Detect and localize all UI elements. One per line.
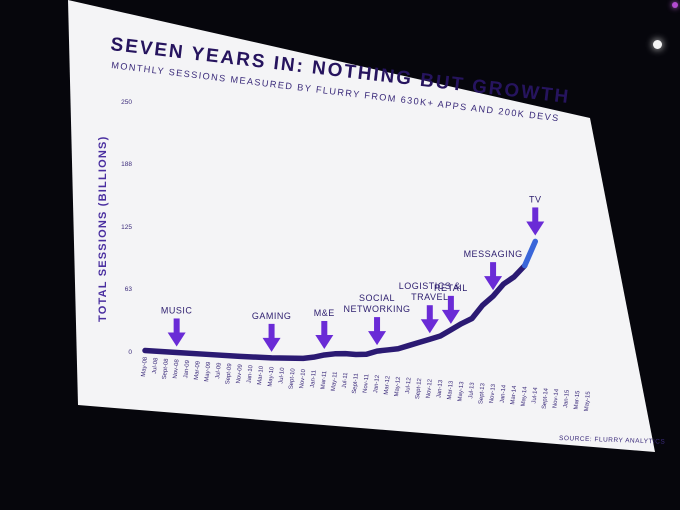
x-tick-label: Jan-09 [183,359,191,379]
x-tick-label: Nov-11 [363,373,371,393]
x-tick-label: Nov-09 [236,363,244,384]
x-tick-label: May-11 [331,371,339,392]
x-tick-label: Jul-11 [342,372,350,389]
x-tick-label: Jan-14 [500,384,508,404]
x-tick-label: Mar-15 [573,390,581,410]
annotation-arrow-head [484,276,503,291]
x-tick-label: Jul-14 [532,386,540,404]
x-tick-label: Jan-15 [563,389,571,409]
x-tick-label: Jul-09 [215,362,223,380]
annotation-arrow-shaft [490,262,497,279]
annotation-arrow-head [315,334,334,349]
x-tick-label: Nov-13 [489,383,497,404]
x-tick-label: Sept-14 [542,387,550,409]
x-tick-label: Mar-12 [384,375,392,395]
x-tick-label: Sept-09 [225,363,233,385]
y-tick-label: 125 [121,224,132,231]
annotation-arrow-head [262,337,281,352]
x-tick-label: Jul-08 [152,357,160,375]
annotation-arrow-shaft [173,318,180,335]
annotation-arrow-head [368,331,387,346]
x-tick-label: Jul-13 [468,381,476,399]
stage-light [653,40,662,49]
annotation-arrow-shaft [321,320,328,337]
x-tick-label: Sept-11 [352,372,360,394]
x-tick-label: Sept-13 [478,382,486,404]
x-tick-label: Nov-08 [173,358,181,379]
x-tick-label: Jan-12 [373,374,381,394]
annotation-label: LOGISTICS & [399,281,461,291]
stage-light-purple [672,2,678,8]
x-tick-label: Sept-08 [162,358,170,380]
annotation-label: SOCIAL [359,293,395,303]
x-tick-label: May-08 [141,356,149,377]
x-tick-label: Jan-13 [436,379,444,399]
y-tick-label: 63 [125,286,133,293]
y-tick-label: 0 [128,349,132,356]
x-tick-label: Jul-10 [278,367,286,385]
annotation-label: NETWORKING [344,304,411,314]
annotation-label: MUSIC [161,305,193,315]
y-tick-label: 188 [121,161,132,168]
x-tick-label: Nov-14 [552,388,560,409]
annotation-arrow-shaft [426,305,433,322]
x-tick-label: May-14 [521,386,529,407]
annotation-arrow-shaft [374,317,381,334]
annotation-arrow-head [420,319,439,334]
annotation-label: MESSAGING [464,249,523,259]
annotation-label: RETAIL [434,283,468,293]
x-tick-label: May-09 [204,361,212,382]
annotation-label: M&E [314,308,335,318]
x-tick-label: May-13 [457,381,465,402]
x-tick-label: Mar-10 [257,365,265,385]
annotation-arrow-head [526,221,545,236]
x-tick-label: Sept-10 [288,367,296,389]
x-tick-label: Nov-12 [426,378,434,399]
x-tick-label: Mar-11 [320,370,328,390]
x-tick-label: Mar-13 [447,380,455,400]
x-tick-label: Sept-12 [415,377,423,399]
annotation-label: TV [529,194,542,204]
annotation-arrow-head [441,309,460,324]
series-line [142,262,528,362]
x-tick-label: May-12 [394,376,402,397]
annotation-arrow-shaft [268,323,275,340]
annotation-arrow-shaft [532,207,539,224]
annotation-arrow-shaft [447,295,454,312]
slide-background [68,0,655,452]
x-tick-label: Mar-09 [194,360,202,380]
x-tick-label: Jul-12 [405,376,413,394]
annotation-label: TRAVEL [411,292,448,302]
x-tick-label: May-15 [584,390,592,411]
x-tick-label: Mar-14 [510,385,518,405]
x-tick-label: Jan-10 [247,364,255,384]
annotation-arrow-head [167,332,186,347]
annotation-label: GAMING [252,311,292,321]
x-tick-label: May-10 [268,366,276,387]
x-tick-label: Jan-11 [310,369,318,388]
y-axis-label: TOTAL SESSIONS (BILLIONS) [97,136,109,322]
y-tick-label: 250 [121,99,132,106]
source-label: SOURCE: FLURRY ANALYTICS [559,435,666,446]
series-line-highlight [521,238,539,269]
x-tick-label: Nov-10 [299,368,307,389]
